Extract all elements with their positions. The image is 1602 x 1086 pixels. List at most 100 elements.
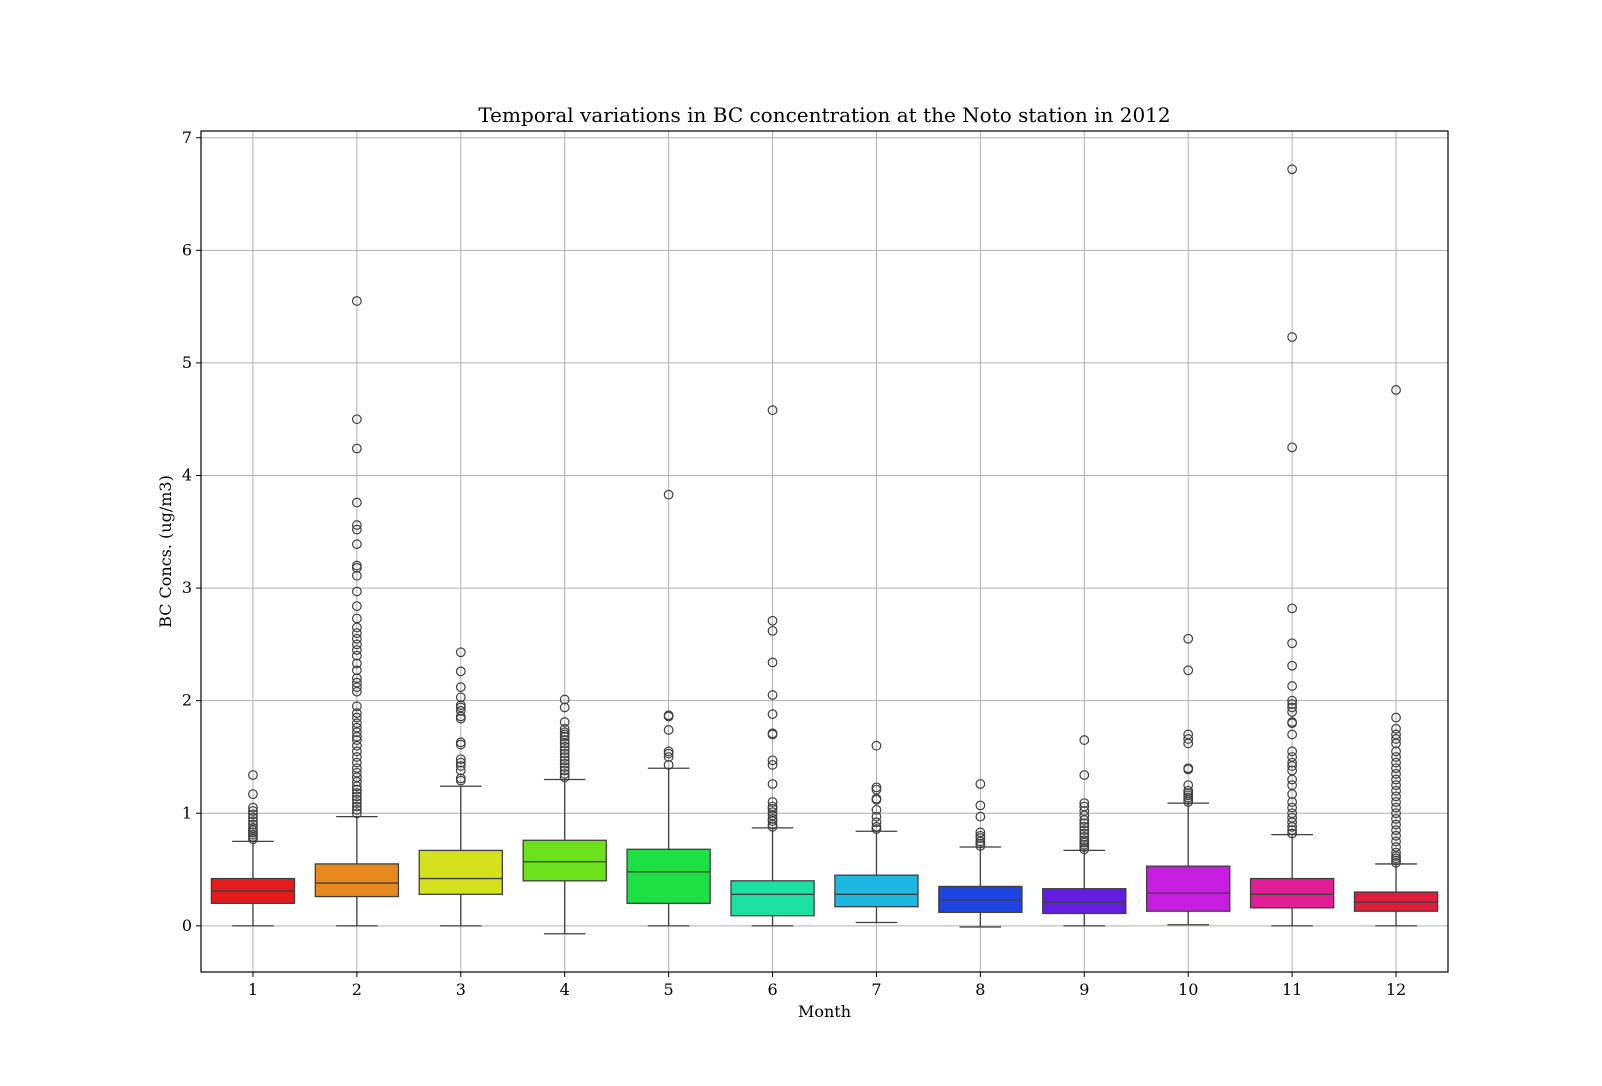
outlier-point <box>1079 735 1090 745</box>
outlier-point <box>351 746 362 757</box>
outlier-point <box>351 539 362 550</box>
outlier-point <box>1391 847 1401 858</box>
outlier-point <box>1079 798 1090 809</box>
x-axis-label: Month <box>798 1002 851 1021</box>
outlier-point <box>559 727 570 738</box>
outlier-point <box>455 692 466 703</box>
outlier-point <box>455 705 466 716</box>
outlier-point <box>1287 717 1298 727</box>
outlier-point <box>1391 729 1401 740</box>
outlier-point <box>455 737 466 748</box>
x-tick-label: 5 <box>664 980 674 999</box>
outlier-point <box>767 615 778 626</box>
outlier-point <box>767 779 778 789</box>
outlier-point <box>559 717 570 727</box>
outlier-point <box>975 827 986 838</box>
x-tick-label: 3 <box>456 980 466 999</box>
outlier-point <box>1183 633 1194 644</box>
outlier-point <box>351 788 362 798</box>
outlier-point <box>1079 831 1090 842</box>
outlier-point <box>1287 802 1298 813</box>
outlier-point <box>351 712 362 723</box>
outlier-point <box>1183 734 1194 744</box>
outlier-point <box>559 748 570 759</box>
outlier-point <box>351 639 362 650</box>
outlier-point <box>351 798 362 809</box>
outlier-point <box>1287 702 1298 713</box>
outlier-point <box>351 296 362 306</box>
outlier-point <box>1391 785 1401 796</box>
outlier-point <box>1287 332 1298 342</box>
boxes-layer <box>210 164 1439 935</box>
y-tick-label: 4 <box>182 466 192 485</box>
outlier-point <box>767 709 778 720</box>
box-month-6 <box>730 405 815 927</box>
outlier-point <box>559 765 570 776</box>
outlier-point <box>1287 699 1298 709</box>
outlier-point <box>1079 825 1090 836</box>
outlier-point <box>351 718 362 729</box>
outlier-point <box>248 819 258 830</box>
outlier-point <box>559 768 570 779</box>
box-month-12 <box>1353 385 1439 927</box>
outlier-point <box>1287 825 1298 836</box>
outlier-point <box>767 807 778 818</box>
outlier-point <box>351 767 362 778</box>
outlier-point <box>248 770 258 780</box>
iqr-box <box>626 848 711 904</box>
outlier-point <box>1287 828 1298 839</box>
outlier-point <box>351 708 362 718</box>
outlier-point <box>455 765 466 776</box>
outlier-point <box>559 702 570 713</box>
outlier-point <box>1391 734 1401 744</box>
outlier-point <box>1183 780 1194 791</box>
outlier-point <box>1391 813 1401 824</box>
iqr-box <box>1042 888 1127 915</box>
box-month-1 <box>210 770 296 927</box>
outlier-point <box>559 762 570 772</box>
outlier-point <box>248 822 258 833</box>
outlier-point <box>351 443 362 454</box>
outlier-point <box>871 817 882 828</box>
outlier-point <box>1287 797 1298 807</box>
outlier-point <box>248 816 258 827</box>
y-axis-label: BC Concs. (ug/m3) <box>156 475 175 628</box>
outlier-point <box>1287 765 1298 776</box>
outlier-point <box>1287 780 1298 791</box>
outlier-point <box>351 414 362 425</box>
outlier-point <box>351 628 362 639</box>
outlier-point <box>1079 801 1090 812</box>
box-month-11 <box>1249 164 1335 927</box>
outlier-point <box>1287 442 1298 453</box>
outlier-point <box>871 811 882 822</box>
outlier-point <box>1391 763 1401 774</box>
outlier-point <box>559 755 570 766</box>
outlier-point <box>1391 746 1401 757</box>
y-tick-label: 1 <box>182 803 192 822</box>
outlier-point <box>1287 757 1298 768</box>
outlier-point <box>1391 752 1401 762</box>
outlier-point <box>767 797 778 807</box>
outlier-point <box>559 741 570 752</box>
outlier-point <box>455 700 466 711</box>
outlier-point <box>1183 763 1194 774</box>
outlier-point <box>1391 385 1401 395</box>
iqr-box <box>418 849 504 895</box>
outlier-point <box>1287 695 1298 706</box>
outlier-point <box>351 701 362 712</box>
outlier-point <box>351 497 362 508</box>
outlier-point <box>975 811 986 822</box>
outlier-point <box>455 666 466 677</box>
outlier-point <box>351 665 362 676</box>
outlier-point <box>1287 660 1298 671</box>
outlier-point <box>351 752 362 762</box>
outlier-point <box>248 812 258 823</box>
outlier-point <box>871 740 882 751</box>
outlier-point <box>1391 768 1401 779</box>
box-month-7 <box>834 740 919 924</box>
iqr-box <box>314 863 400 898</box>
y-tick-label: 6 <box>182 240 192 259</box>
outlier-point <box>1391 797 1401 807</box>
x-tick-label: 4 <box>560 980 570 999</box>
